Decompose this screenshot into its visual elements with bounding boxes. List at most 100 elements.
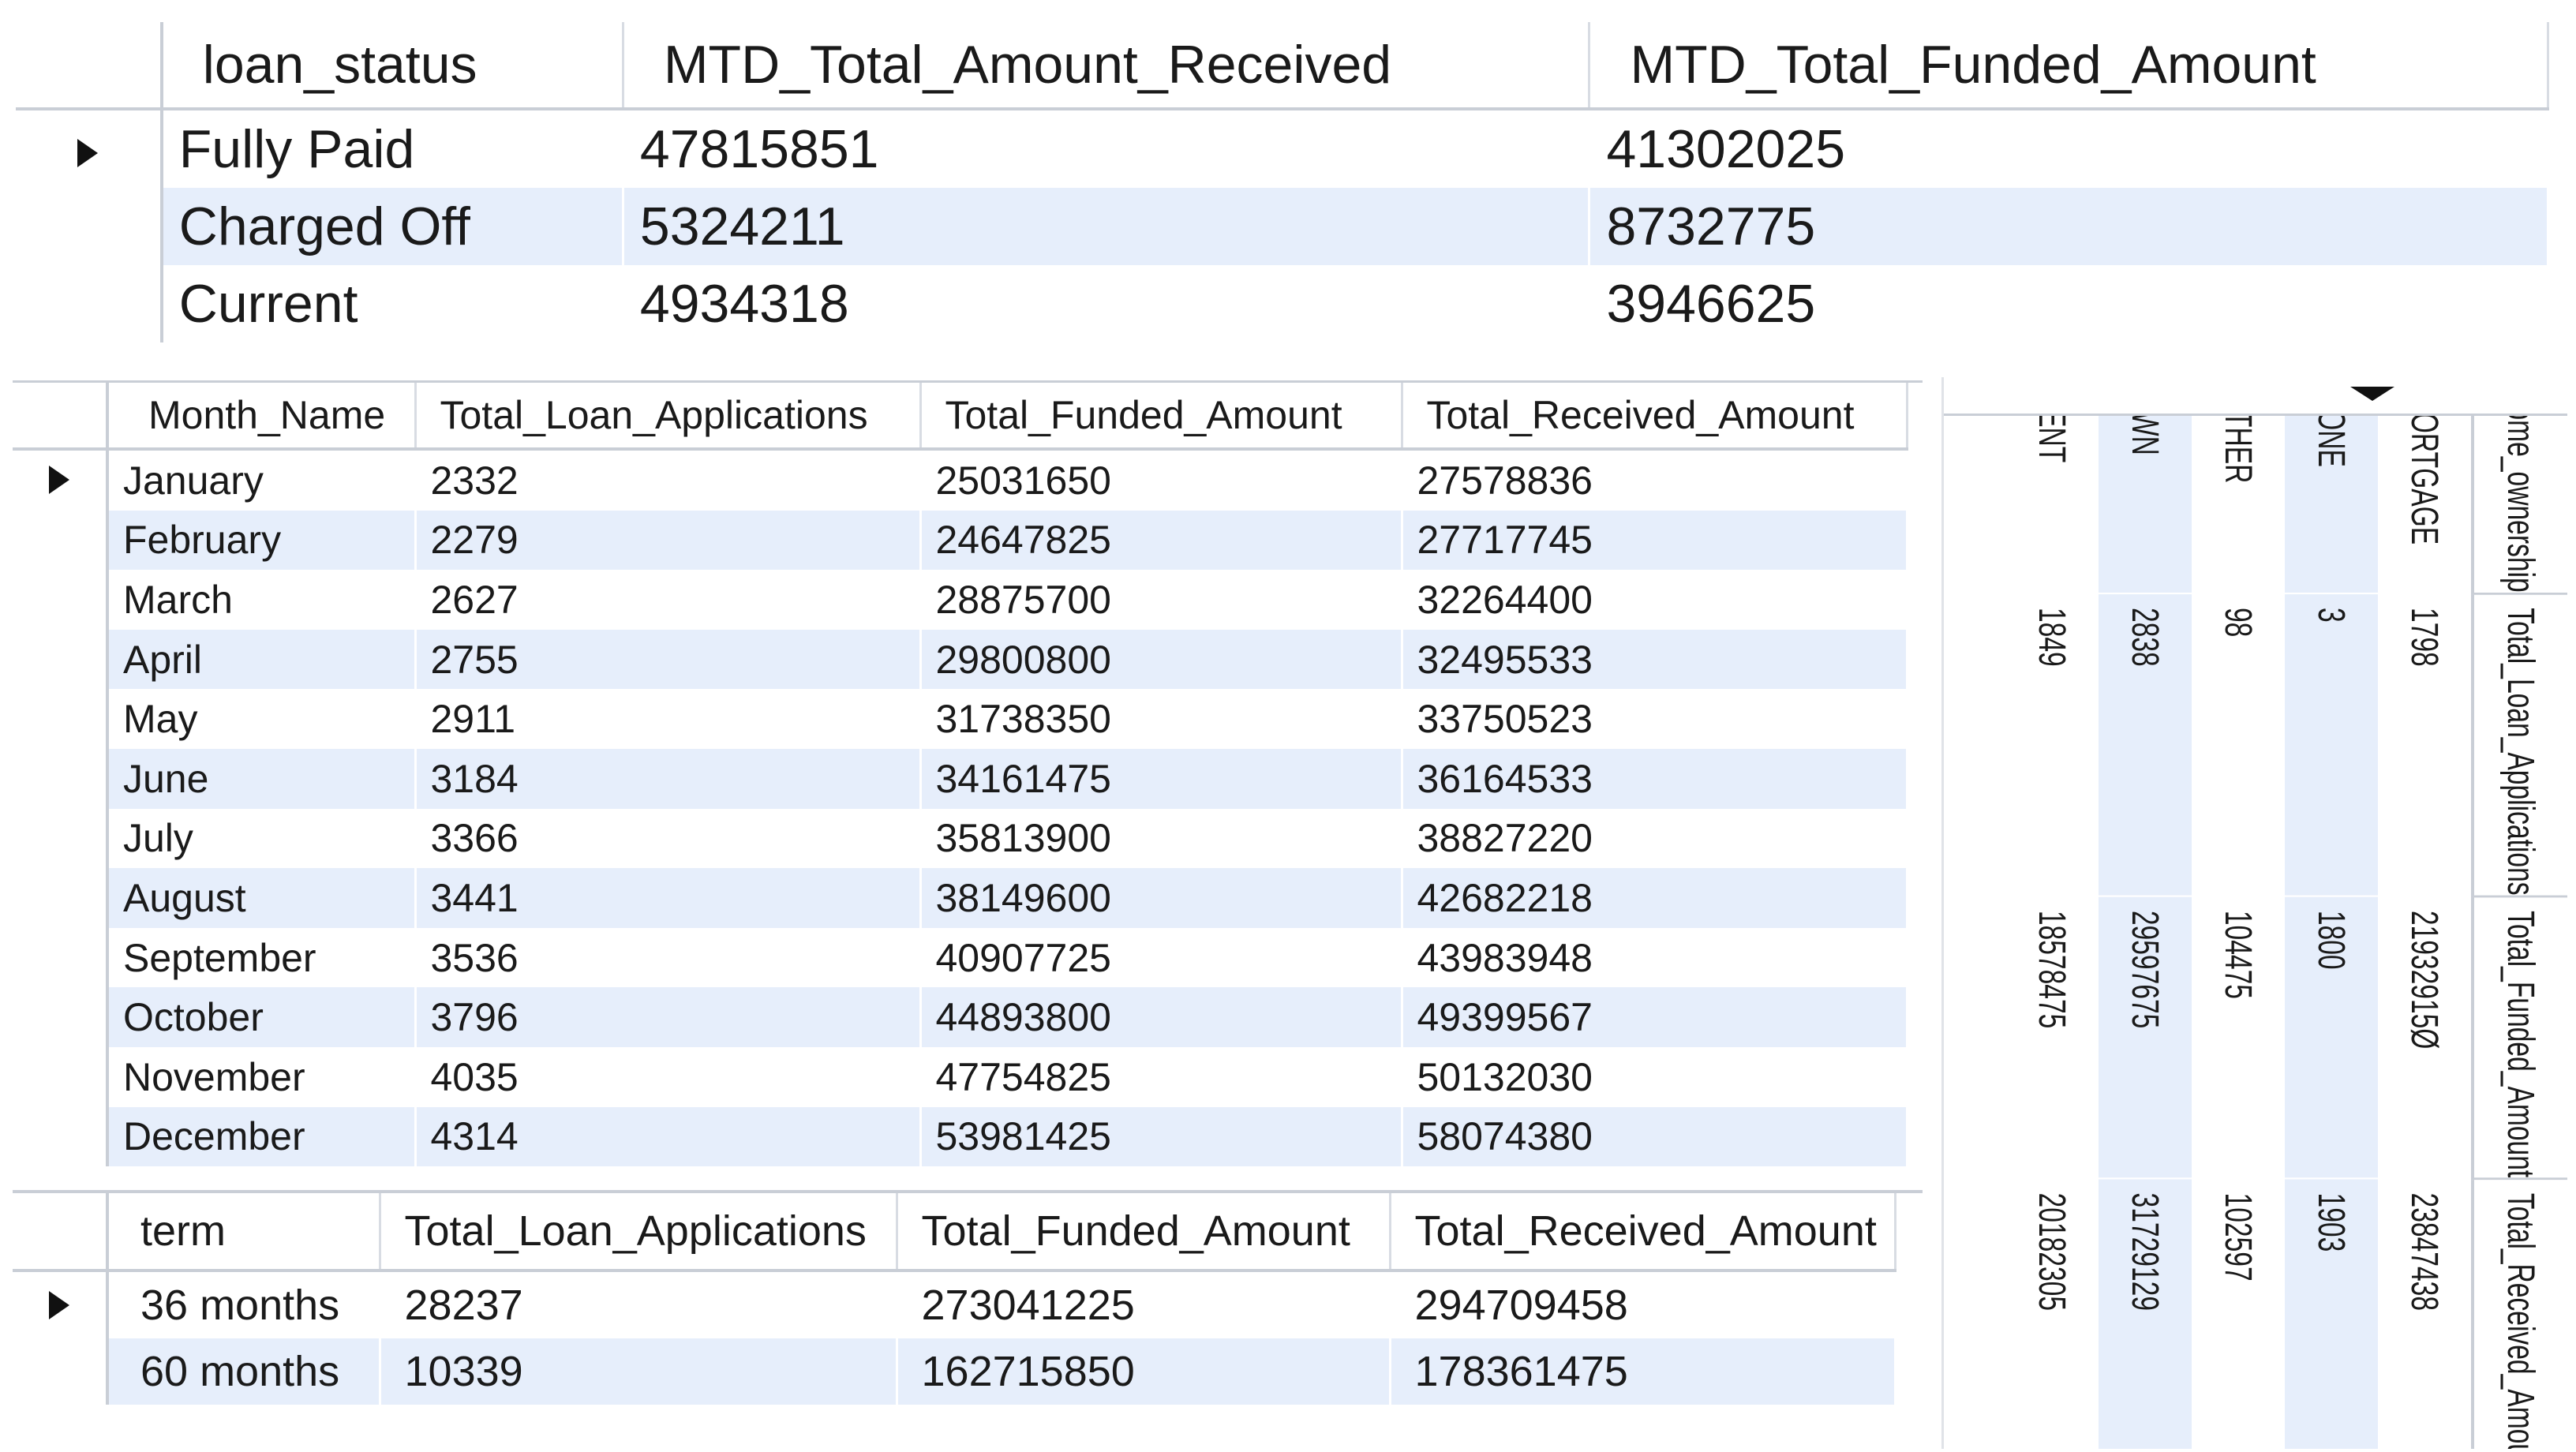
table-row[interactable]: February 2279 24647825 27717745 xyxy=(13,510,1908,571)
table-cell[interactable]: September xyxy=(107,927,417,988)
table-cell[interactable]: 60 months xyxy=(107,1338,381,1405)
table-cell[interactable]: 49399567 xyxy=(1402,987,1908,1047)
table-cell[interactable]: 3946625 xyxy=(1589,265,2549,342)
table-cell[interactable]: 36164533 xyxy=(1402,748,1908,809)
row-indicator[interactable] xyxy=(13,808,109,869)
column-header[interactable]: MTD_Total_Funded_Amount xyxy=(1589,22,2549,110)
row-indicator[interactable] xyxy=(13,510,109,571)
table-cell[interactable]: 50132030 xyxy=(1402,1046,1908,1107)
table-cell[interactable]: February xyxy=(107,510,417,571)
table-cell[interactable]: November xyxy=(107,1046,417,1107)
table-cell[interactable]: 40907725 xyxy=(920,927,1403,988)
table-row[interactable]: NONE 3 1800 1903 xyxy=(2285,377,2378,1449)
column-header[interactable]: Total_Loan_Applications xyxy=(2473,593,2567,896)
table-cell[interactable]: 36 months xyxy=(107,1270,381,1338)
table-row[interactable]: March 2627 28875700 32264400 xyxy=(13,570,1908,630)
table-cell[interactable]: January xyxy=(107,449,417,511)
table-cell[interactable]: 294709458 xyxy=(1390,1270,1896,1338)
table-cell[interactable]: 31729129 xyxy=(2099,1178,2192,1449)
table-cell[interactable]: Fully Paid xyxy=(161,109,624,188)
table-cell[interactable]: 98 xyxy=(2192,593,2285,896)
table-row[interactable]: September 3536 40907725 43983948 xyxy=(13,927,1908,988)
row-indicator[interactable] xyxy=(13,689,109,749)
column-header[interactable]: Total_Loan_Applications xyxy=(380,1193,898,1272)
table-cell[interactable]: 2911 xyxy=(415,689,922,749)
table-cell[interactable]: 273041225 xyxy=(897,1270,1391,1338)
table-row[interactable]: 60 months 10339 162715850 178361475 xyxy=(13,1338,1896,1405)
row-indicator[interactable] xyxy=(13,1106,109,1167)
table-cell[interactable]: 3536 xyxy=(415,927,922,988)
column-header[interactable]: Total_Received_Amount xyxy=(1402,383,1908,451)
table-cell[interactable]: 33750523 xyxy=(1402,689,1908,749)
table-cell[interactable]: 3 xyxy=(2285,593,2378,896)
table-cell[interactable]: 102597 xyxy=(2192,1178,2285,1449)
table-cell[interactable]: 47815851 xyxy=(623,109,1591,188)
table-cell[interactable]: 3366 xyxy=(415,808,922,869)
table-cell[interactable]: 8732775 xyxy=(1589,188,2549,265)
table-cell[interactable]: 41302025 xyxy=(1589,109,2549,188)
table-row[interactable]: October 3796 44893800 49399567 xyxy=(13,987,1908,1047)
row-indicator[interactable] xyxy=(13,629,109,690)
table-cell[interactable]: 4934318 xyxy=(623,265,1591,342)
table-cell[interactable]: 32495533 xyxy=(1402,629,1908,690)
table-cell[interactable]: 29597675 xyxy=(2099,896,2192,1179)
row-indicator[interactable] xyxy=(13,927,109,988)
table-cell[interactable]: 42682218 xyxy=(1402,868,1908,928)
row-indicator[interactable] xyxy=(13,1046,109,1107)
table-cell[interactable]: July xyxy=(107,808,417,869)
table-cell[interactable]: 28875700 xyxy=(920,570,1403,630)
table-cell[interactable]: May xyxy=(107,689,417,749)
table-cell[interactable]: 23847438 xyxy=(2378,1178,2473,1449)
column-header[interactable]: MTD_Total_Amount_Received xyxy=(623,22,1591,110)
table-cell[interactable]: October xyxy=(107,987,417,1047)
table-row[interactable]: OTHER 98 104475 102597 xyxy=(2192,377,2285,1449)
table-row[interactable]: OWN 2838 29597675 31729129 xyxy=(2099,377,2192,1449)
table-cell[interactable]: 1849 xyxy=(2005,593,2099,896)
table-cell[interactable]: 2755 xyxy=(415,629,922,690)
column-header[interactable]: Total_Funded_Amount xyxy=(920,383,1403,451)
table-cell[interactable]: 31738350 xyxy=(920,689,1403,749)
table-cell[interactable]: 178361475 xyxy=(1390,1338,1896,1405)
table-cell[interactable]: 47754825 xyxy=(920,1046,1403,1107)
table-cell[interactable]: 32264400 xyxy=(1402,570,1908,630)
table-cell[interactable]: 38149600 xyxy=(920,868,1403,928)
table-cell[interactable]: 2279 xyxy=(415,510,922,571)
table-cell[interactable]: Charged Off xyxy=(161,188,624,265)
table-row[interactable]: Current 4934318 3946625 xyxy=(16,265,2549,342)
table-row[interactable]: August 3441 38149600 42682218 xyxy=(13,868,1908,928)
row-indicator[interactable] xyxy=(13,868,109,928)
table-cell[interactable]: 4314 xyxy=(415,1106,922,1167)
column-header[interactable]: Month_Name xyxy=(107,383,417,451)
table-cell[interactable]: 21932915Ø xyxy=(2378,896,2473,1179)
table-cell[interactable]: Current xyxy=(161,265,624,342)
table-cell[interactable]: 58074380 xyxy=(1402,1106,1908,1167)
table-row[interactable]: Charged Off 5324211 8732775 xyxy=(16,188,2549,265)
table-row[interactable]: RENT 1849 18578475 20182305 xyxy=(2005,377,2099,1449)
table-cell[interactable]: 35813900 xyxy=(920,808,1403,869)
table-cell[interactable]: 162715850 xyxy=(897,1338,1391,1405)
table-row[interactable]: December 4314 53981425 58074380 xyxy=(13,1106,1908,1167)
table-cell[interactable]: 1798 xyxy=(2378,593,2473,896)
table-cell[interactable]: 24647825 xyxy=(920,510,1403,571)
table-cell[interactable]: 2838 xyxy=(2099,593,2192,896)
table-cell[interactable]: 3184 xyxy=(415,748,922,809)
column-header[interactable]: Total_Funded_Amount xyxy=(2473,896,2567,1179)
column-header[interactable]: term xyxy=(107,1193,381,1272)
table-row[interactable]: 36 months 28237 273041225 294709458 xyxy=(13,1270,1896,1338)
table-cell[interactable]: March xyxy=(107,570,417,630)
table-cell[interactable]: 20182305 xyxy=(2005,1178,2099,1449)
table-cell[interactable]: 27717745 xyxy=(1402,510,1908,571)
table-cell[interactable]: 28237 xyxy=(380,1270,898,1338)
table-cell[interactable]: 3441 xyxy=(415,868,922,928)
table-row[interactable]: January 2332 25031650 27578836 xyxy=(13,449,1908,511)
table-row[interactable]: MORTGAGE 1798 21932915Ø 23847438 xyxy=(2378,377,2473,1449)
table-cell[interactable]: 38827220 xyxy=(1402,808,1908,869)
table-row[interactable]: April 2755 29800800 32495533 xyxy=(13,629,1908,690)
table-cell[interactable]: August xyxy=(107,868,417,928)
table-cell[interactable]: 43983948 xyxy=(1402,927,1908,988)
table-cell[interactable]: 2627 xyxy=(415,570,922,630)
row-indicator[interactable] xyxy=(16,109,163,188)
table-row[interactable]: November 4035 47754825 50132030 xyxy=(13,1046,1908,1107)
row-indicator[interactable] xyxy=(13,748,109,809)
row-indicator[interactable] xyxy=(16,265,163,342)
